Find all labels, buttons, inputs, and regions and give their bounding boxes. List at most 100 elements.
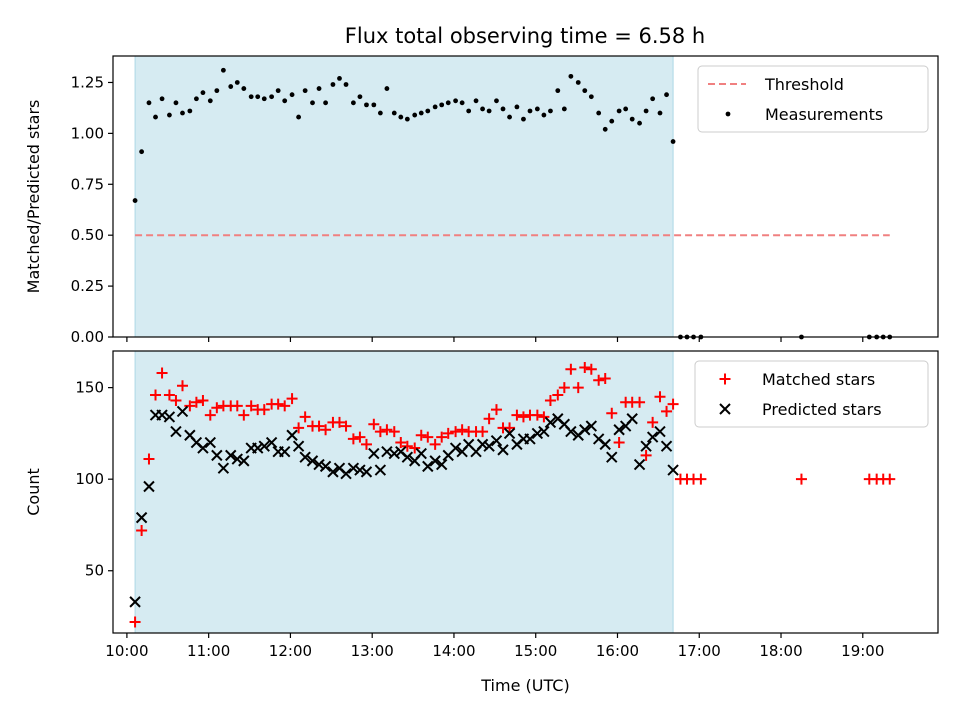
axes-frame xyxy=(112,55,939,338)
x-tick-label: 17:00 xyxy=(678,642,721,660)
data-point xyxy=(323,100,328,106)
legend: Matched stars Predicted stars xyxy=(694,360,929,428)
data-point xyxy=(136,524,148,536)
data-point xyxy=(275,88,281,94)
data-point xyxy=(503,427,516,440)
data-point xyxy=(384,86,390,91)
data-point xyxy=(640,449,652,461)
data-point xyxy=(531,409,543,421)
data-point xyxy=(616,108,622,114)
data-point xyxy=(265,436,278,449)
data-point xyxy=(565,363,577,375)
data-point xyxy=(453,98,458,104)
data-point xyxy=(606,451,618,463)
x-tick-label: 10:00 xyxy=(105,642,148,660)
data-point xyxy=(445,100,451,106)
data-point xyxy=(667,398,679,410)
legend-label: Matched stars xyxy=(762,370,875,389)
data-point xyxy=(163,411,176,423)
data-point xyxy=(486,108,492,114)
data-point xyxy=(170,425,182,438)
data-point xyxy=(296,114,302,120)
data-point xyxy=(153,114,158,120)
data-point xyxy=(374,426,386,438)
data-point xyxy=(286,429,298,441)
data-point xyxy=(187,108,193,114)
data-point xyxy=(173,100,179,106)
data-point xyxy=(494,98,499,104)
data-point xyxy=(422,460,434,473)
data-point xyxy=(517,411,529,423)
data-point xyxy=(588,94,594,100)
x-tick-label: 12:00 xyxy=(269,642,312,660)
legend-label: Predicted stars xyxy=(762,400,882,419)
data-point xyxy=(450,426,462,438)
data-point xyxy=(204,436,217,449)
data-point xyxy=(252,442,264,454)
data-point xyxy=(343,82,349,87)
y-tick-label: 0.50 xyxy=(71,226,104,244)
data-point xyxy=(364,102,369,108)
data-point xyxy=(568,73,574,79)
data-point xyxy=(623,106,629,112)
data-point xyxy=(354,464,366,476)
data-point xyxy=(279,400,291,412)
data-point xyxy=(289,92,295,98)
data-point xyxy=(225,449,237,462)
data-point xyxy=(248,94,254,100)
data-point xyxy=(258,404,270,416)
data-point xyxy=(884,473,896,485)
data-point xyxy=(429,438,441,450)
data-point xyxy=(368,418,380,430)
data-point xyxy=(531,427,544,440)
y-tick-label: 100 xyxy=(75,470,104,488)
data-point xyxy=(350,100,356,106)
data-point xyxy=(245,400,257,412)
data-point xyxy=(629,116,635,122)
data-point xyxy=(409,442,421,454)
data-point xyxy=(347,462,360,474)
data-point xyxy=(565,425,577,438)
data-point xyxy=(374,464,387,476)
data-point xyxy=(217,462,230,474)
data-point xyxy=(415,447,427,460)
data-point xyxy=(143,453,155,465)
data-point xyxy=(647,416,659,428)
data-point xyxy=(381,424,393,436)
data-point xyxy=(340,467,352,480)
data-point xyxy=(313,420,325,432)
data-point xyxy=(466,108,472,114)
data-point xyxy=(340,420,352,432)
data-point xyxy=(561,106,567,112)
data-point xyxy=(606,407,618,419)
data-point xyxy=(180,110,185,116)
data-point xyxy=(552,389,564,401)
data-point xyxy=(231,400,243,412)
data-point xyxy=(483,413,495,425)
data-point xyxy=(664,92,669,98)
data-point xyxy=(524,433,536,445)
data-point xyxy=(234,80,240,85)
x-axis-label: Time (UTC) xyxy=(480,676,569,695)
data-point xyxy=(572,382,584,394)
data-point xyxy=(654,391,666,403)
legend-box xyxy=(697,65,929,133)
data-point xyxy=(377,110,383,116)
data-point xyxy=(320,424,332,436)
data-point xyxy=(220,67,226,73)
data-point xyxy=(282,98,288,104)
data-point xyxy=(135,511,148,524)
data-point xyxy=(286,393,298,405)
ratio-panel: 0.00 0.25 0.50 0.75 1.00 1.25 Matched/Predicte… xyxy=(24,55,939,346)
data-point xyxy=(327,466,339,478)
data-point xyxy=(170,394,182,406)
legend-label: Measurements xyxy=(765,105,883,124)
data-point xyxy=(425,108,431,114)
data-point xyxy=(418,110,424,116)
data-point xyxy=(388,447,400,460)
data-point xyxy=(585,363,597,375)
x-tick-label: 15:00 xyxy=(514,642,557,660)
data-point xyxy=(391,110,397,116)
data-point xyxy=(401,451,414,463)
data-point xyxy=(197,442,209,454)
